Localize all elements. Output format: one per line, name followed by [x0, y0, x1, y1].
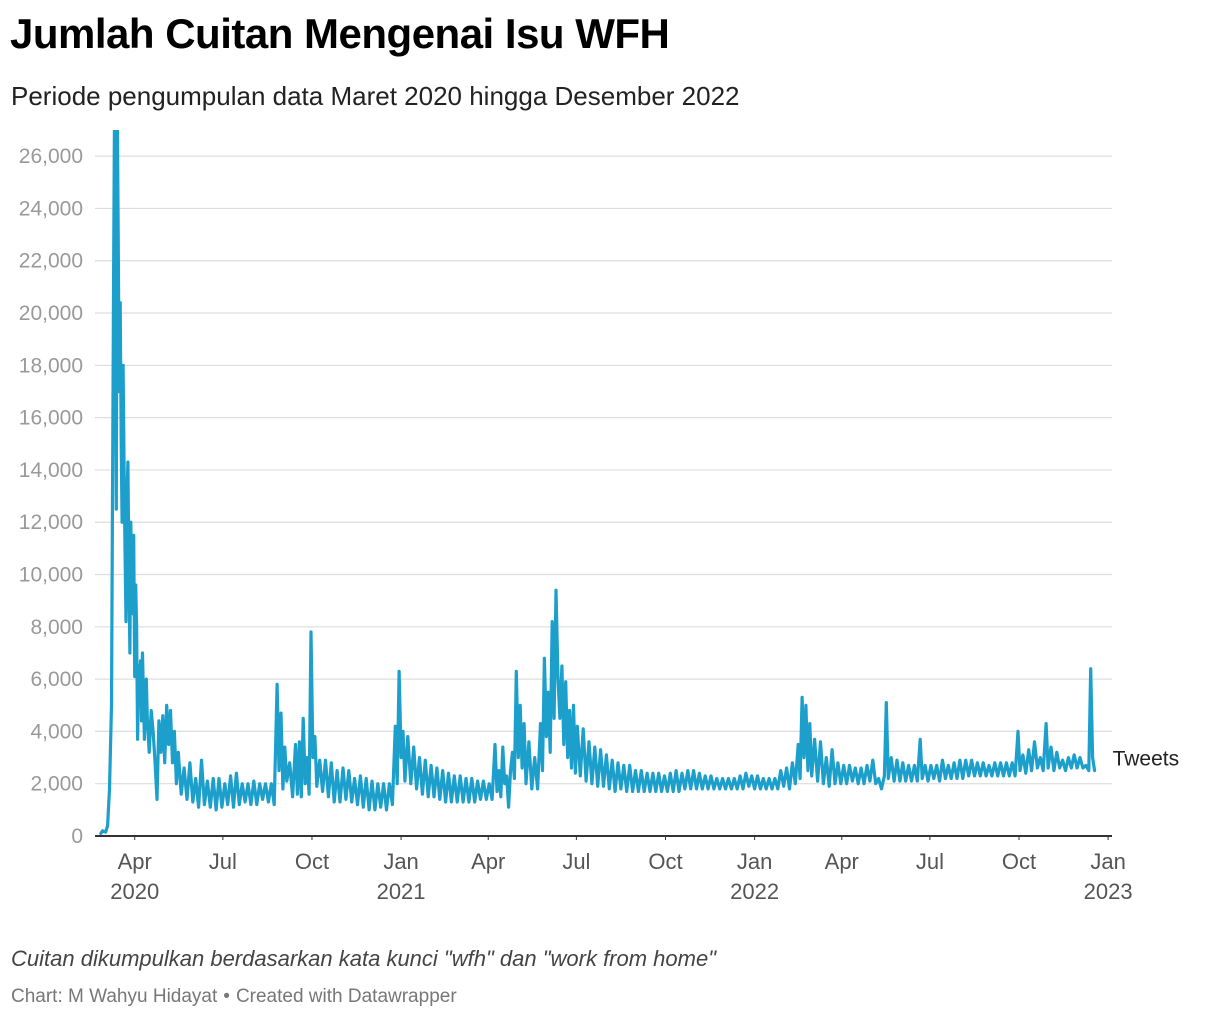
credit-separator: •	[223, 986, 230, 1007]
y-tick-label: 12,000	[19, 511, 83, 534]
y-tick-label: 24,000	[19, 197, 83, 220]
y-tick-label: 4,000	[30, 720, 83, 743]
y-tick-label: 2,000	[30, 773, 83, 796]
series-label: Tweets	[1113, 748, 1180, 771]
series-layer	[99, 130, 1097, 835]
x-tick-label: Oct	[1002, 849, 1036, 874]
x-tick-label: Jan	[383, 849, 418, 874]
x-tick-year-label: 2022	[730, 879, 779, 904]
y-tick-label: 14,000	[19, 459, 83, 482]
direct-label-layer: Tweets	[1113, 748, 1180, 771]
credit-tool: Created with Datawrapper	[235, 986, 457, 1007]
y-tick-label: 20,000	[19, 302, 83, 325]
y-tick-label: 6,000	[30, 668, 83, 691]
chart-subtitle: Periode pengumpulan data Maret 2020 hing…	[11, 81, 740, 111]
x-tick-year-label: 2023	[1084, 879, 1133, 904]
x-tick-label: Apr	[471, 849, 505, 874]
y-tick-label: 8,000	[30, 616, 83, 639]
gridlines	[95, 155, 1112, 785]
x-tick-label: Jul	[916, 849, 944, 874]
x-tick-label: Jul	[562, 849, 590, 874]
x-tick-year-label: 2021	[377, 879, 426, 904]
y-tick-label: 10,000	[19, 564, 83, 587]
y-axis: 0 2,000 4,000 6,000 8,000 10,000 12,000 14,000 1…	[19, 145, 83, 848]
line-chart: 0 2,000 4,000 6,000 8,000 10,000 12,000 14,000 1…	[19, 130, 1180, 904]
x-tick-year-label: 2020	[110, 879, 159, 904]
x-tick-label: Apr	[825, 849, 859, 874]
x-tick-label: Oct	[295, 849, 329, 874]
x-tick-label: Jul	[209, 849, 237, 874]
chart-title: Jumlah Cuitan Mengenai Isu WFH	[10, 10, 670, 57]
chart-credit: Chart: M Wahyu Hidayat • Created with Data…	[11, 986, 457, 1008]
series-line-tweets	[99, 130, 1097, 835]
y-tick-label: 0	[71, 825, 83, 848]
y-tick-label: 26,000	[19, 145, 83, 168]
y-tick-label: 16,000	[19, 407, 83, 430]
y-tick-label: 22,000	[19, 250, 83, 273]
credit-author: M Wahyu Hidayat	[68, 986, 218, 1007]
y-tick-label: 18,000	[19, 354, 83, 377]
x-tick-label: Apr	[118, 849, 152, 874]
chart-notes: Cuitan dikumpulkan berdasarkan kata kunc…	[11, 946, 717, 971]
x-tick-label: Oct	[648, 849, 682, 874]
credit-prefix: Chart:	[11, 986, 63, 1007]
x-tick-label: Jan	[737, 849, 772, 874]
x-axis: Apr 2020 Jul Oct Jan 2021 Apr Jul Oct Jan 2022 Apr J…	[95, 835, 1133, 904]
x-tick-label: Jan	[1090, 849, 1125, 874]
